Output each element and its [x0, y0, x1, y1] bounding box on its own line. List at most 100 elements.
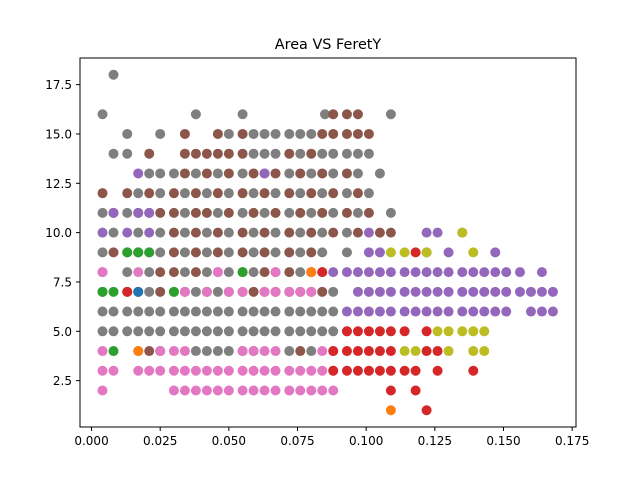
scatter-point	[259, 267, 270, 278]
scatter-point	[248, 148, 259, 159]
scatter-point	[457, 326, 468, 337]
scatter-point	[237, 109, 248, 120]
scatter-point	[179, 365, 190, 376]
plot-frame	[79, 57, 577, 428]
scatter-point	[201, 168, 212, 179]
y-tick-label: 5.0	[53, 325, 72, 339]
scatter-point	[259, 286, 270, 297]
scatter-point	[223, 128, 234, 139]
scatter-point	[363, 346, 374, 357]
scatter-point	[212, 306, 223, 317]
scatter-point	[144, 326, 155, 337]
scatter-point	[295, 286, 306, 297]
scatter-point	[237, 365, 248, 376]
scatter-point	[122, 128, 133, 139]
scatter-point	[108, 326, 119, 337]
scatter-point	[443, 247, 454, 258]
scatter-point	[284, 168, 295, 179]
scatter-point	[259, 247, 270, 258]
scatter-point	[421, 286, 432, 297]
scatter-point	[306, 306, 317, 317]
scatter-point	[212, 365, 223, 376]
scatter-point	[399, 326, 410, 337]
scatter-point	[133, 306, 144, 317]
scatter-point	[432, 286, 443, 297]
scatter-point	[432, 267, 443, 278]
chart-title: Area VS FeretY	[275, 37, 382, 53]
scatter-point	[352, 286, 363, 297]
scatter-point	[248, 286, 259, 297]
scatter-point	[259, 148, 270, 159]
scatter-point	[212, 286, 223, 297]
scatter-point	[385, 385, 396, 396]
scatter-point	[514, 286, 525, 297]
scatter-point	[212, 385, 223, 396]
scatter-point	[443, 286, 454, 297]
scatter-point	[223, 306, 234, 317]
scatter-point	[248, 267, 259, 278]
scatter-point	[144, 365, 155, 376]
scatter-point	[306, 207, 317, 218]
scatter-point	[317, 286, 328, 297]
scatter-point	[317, 365, 328, 376]
scatter-point	[133, 346, 144, 357]
scatter-point	[421, 405, 432, 416]
scatter-point	[179, 168, 190, 179]
scatter-point	[237, 385, 248, 396]
scatter-point	[270, 326, 281, 337]
scatter-point	[270, 227, 281, 238]
scatter-point	[144, 286, 155, 297]
scatter-point	[341, 207, 352, 218]
scatter-point	[352, 227, 363, 238]
scatter-point	[190, 286, 201, 297]
scatter-point	[223, 326, 234, 337]
scatter-point	[295, 207, 306, 218]
scatter-point	[352, 267, 363, 278]
scatter-point	[490, 286, 501, 297]
scatter-point	[399, 286, 410, 297]
scatter-point	[122, 207, 133, 218]
scatter-point	[237, 148, 248, 159]
scatter-point	[468, 247, 479, 258]
scatter-point	[295, 365, 306, 376]
scatter-point	[122, 326, 133, 337]
scatter-point	[328, 286, 339, 297]
scatter-point	[108, 227, 119, 238]
scatter-point	[341, 247, 352, 258]
scatter-point	[223, 207, 234, 218]
scatter-point	[201, 267, 212, 278]
scatter-point	[97, 188, 108, 199]
scatter-point	[306, 326, 317, 337]
scatter-point	[490, 306, 501, 317]
scatter-point	[155, 207, 166, 218]
scatter-point	[223, 188, 234, 199]
scatter-point	[317, 267, 328, 278]
scatter-point	[179, 385, 190, 396]
scatter-point	[374, 365, 385, 376]
scatter-point	[201, 207, 212, 218]
scatter-point	[410, 385, 421, 396]
scatter-point	[248, 227, 259, 238]
scatter-point	[270, 148, 281, 159]
scatter-point	[341, 227, 352, 238]
scatter-point	[108, 346, 119, 357]
y-tick-label: 17.5	[45, 78, 72, 92]
scatter-point	[168, 247, 179, 258]
scatter-point	[190, 109, 201, 120]
scatter-point	[284, 385, 295, 396]
scatter-point	[155, 346, 166, 357]
scatter-point	[295, 267, 306, 278]
scatter-point	[122, 267, 133, 278]
scatter-point	[432, 306, 443, 317]
scatter-point	[317, 326, 328, 337]
scatter-point	[201, 326, 212, 337]
scatter-point	[306, 247, 317, 258]
scatter-point	[328, 148, 339, 159]
scatter-point	[212, 188, 223, 199]
scatter-point	[421, 306, 432, 317]
scatter-point	[259, 128, 270, 139]
scatter-point	[341, 109, 352, 120]
scatter-point	[248, 207, 259, 218]
scatter-point	[122, 188, 133, 199]
